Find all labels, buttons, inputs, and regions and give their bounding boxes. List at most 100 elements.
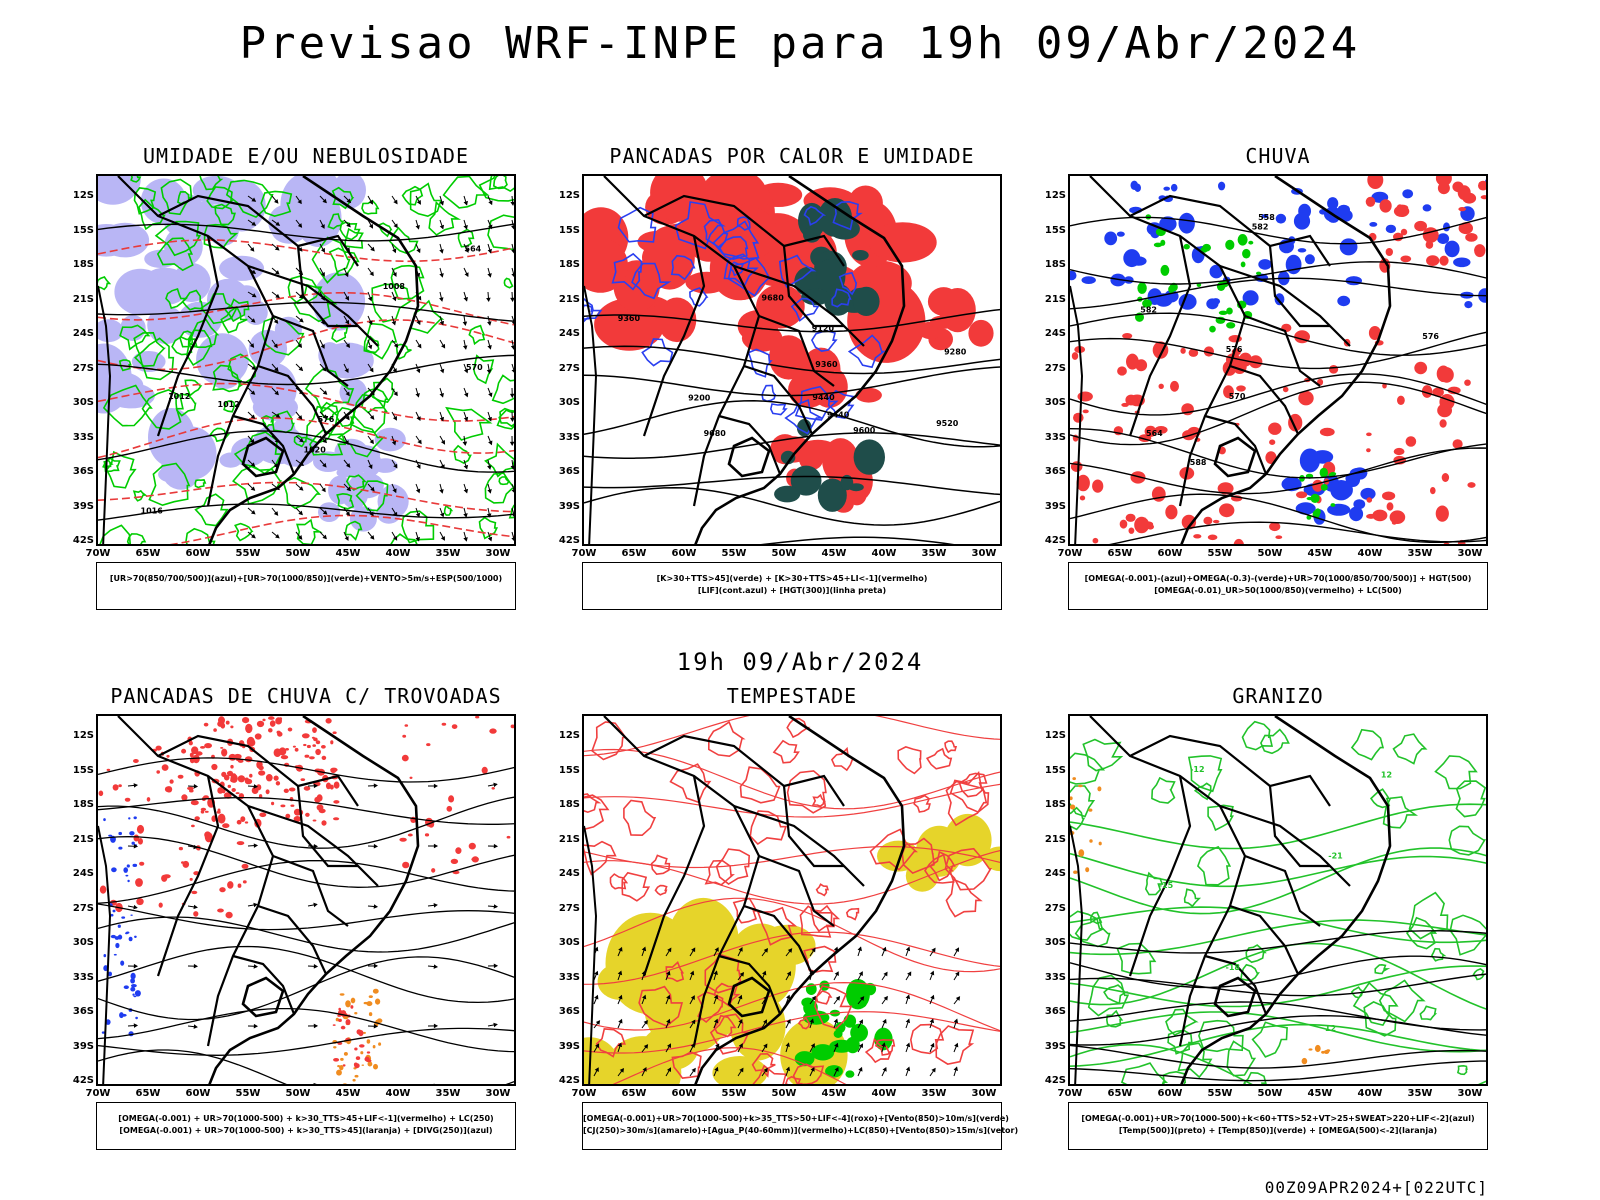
latitude-tick-label: 42S	[558, 535, 580, 546]
longitude-tick-label: 30W	[1457, 1088, 1483, 1099]
map-graphic: -12 -15 -18 -21 12 12	[1070, 716, 1486, 1084]
longitude-tick-label: 60W	[1157, 548, 1183, 559]
panel-legend: [OMEGA(-0.001)+UR>70(1000-500)+k<60+TTS>…	[1068, 1102, 1488, 1150]
latitude-tick-label: 24S	[72, 328, 94, 339]
weather-map: -12 -15 -18 -21 12 12	[1068, 714, 1488, 1086]
latitude-tick-label: 27S	[1044, 362, 1066, 374]
contour-label: 9440	[827, 410, 850, 419]
contour-label: 576	[318, 415, 335, 424]
thunderstorm-area	[399, 716, 514, 875]
contour-label: 576	[1422, 332, 1439, 341]
longitude-tick-label: 60W	[185, 548, 211, 559]
longitude-tick-label: 55W	[721, 1088, 747, 1099]
map-graphic: 588 582 576 570 564 558 576 582	[1070, 176, 1486, 544]
map-panel-heat-humidity-showers: PANCADAS POR CALOR E UMIDADE 12S 15S 18S 21S…	[486, 144, 1002, 634]
longitude-tick-label: 35W	[921, 548, 947, 559]
latitude-tick-label: 18S	[1044, 259, 1066, 270]
longitude-tick-label: 65W	[1107, 1088, 1133, 1099]
latitude-tick-label: 33S	[558, 431, 580, 443]
latitude-tick-label: 36S	[72, 1006, 94, 1017]
longitude-tick-label: 55W	[235, 548, 261, 559]
political-borders	[584, 176, 906, 544]
longitude-tick-label: 35W	[435, 1088, 461, 1099]
legend-line: [UR>70(850/700/500)](azul)+[UR>70(1000/8…	[109, 574, 503, 583]
latitude-tick-label: 33S	[72, 971, 94, 983]
latitude-tick-label: 21S	[558, 833, 580, 845]
panel-title: PANCADAS POR CALOR E UMIDADE	[609, 144, 975, 168]
contour-label: 1012	[218, 400, 240, 409]
latitude-tick-label: 21S	[72, 833, 94, 845]
contour-label: 1016	[141, 507, 164, 516]
latitude-tick-label: 18S	[1044, 799, 1066, 810]
latitude-tick-label: 39S	[558, 500, 580, 512]
latitude-tick-label: 30S	[72, 937, 94, 948]
latitude-tick-label: 12S	[1044, 730, 1066, 741]
map-panel-thunderstorm-showers: PANCADAS DE CHUVA C/ TROVOADAS 12S 15S 18S 2…	[0, 684, 516, 1174]
contour-label: -18	[1226, 963, 1241, 972]
panel-legend: [K>30+TTS>45](verde) + [K>30+TTS>45+LI<-…	[582, 562, 1002, 610]
map-graphic	[584, 716, 1000, 1084]
longitude-tick-label: 55W	[721, 548, 747, 559]
latitude-tick-label: 30S	[1044, 937, 1066, 948]
longitude-tick-label: 35W	[1407, 1088, 1433, 1099]
strong-omega-area	[1301, 1044, 1331, 1065]
latitude-tick-label: 27S	[1044, 902, 1066, 914]
latitude-tick-label: 30S	[1044, 397, 1066, 408]
contour-label: 9360	[618, 314, 641, 323]
latitude-tick-label: 12S	[72, 190, 94, 201]
map-panel-storm: TEMPESTADE 12S 15S 18S 21S 24S 27S 30S 33S 36S 39S…	[486, 684, 1018, 1174]
longitude-tick-label: 30W	[971, 548, 997, 559]
longitude-tick-label: 35W	[1407, 548, 1433, 559]
contour-label: 582	[1252, 223, 1269, 232]
latitude-tick-label: 15S	[72, 224, 94, 236]
contour-label: 1012	[168, 392, 190, 401]
latitude-tick-label: 42S	[72, 1075, 94, 1086]
instability-green-area	[774, 419, 885, 512]
latitude-tick-label: 36S	[558, 1006, 580, 1017]
legend-line: [OMEGA(-0.001) + UR>70(1000-500) + k>30_…	[118, 1114, 494, 1123]
contour-label: 564	[465, 244, 482, 253]
latitude-tick-label: 21S	[1044, 293, 1066, 305]
latitude-tick-label: 15S	[1044, 764, 1066, 776]
latitude-tick-label: 42S	[1044, 1075, 1066, 1086]
map-graphic	[98, 716, 514, 1084]
latitude-tick-label: 24S	[558, 868, 580, 879]
panel-legend: [OMEGA(-0.001)-(azul)+OMEGA(-0.3)-(verde…	[1068, 562, 1488, 610]
longitude-tick-label: 40W	[385, 1088, 411, 1099]
temperature-850-contours	[1070, 803, 1486, 1084]
latitude-tick-label: 36S	[1044, 466, 1066, 477]
latitude-tick-label: 12S	[72, 730, 94, 741]
longitude-tick-label: 70W	[85, 548, 111, 559]
geopotential-height-contours	[1070, 216, 1486, 544]
latitude-tick-label: 33S	[558, 971, 580, 983]
geopotential-height-contours	[584, 308, 1000, 544]
longitude-tick-label: 40W	[871, 1088, 897, 1099]
longitude-tick-label: 30W	[485, 1088, 511, 1099]
longitude-tick-label: 50W	[1257, 1088, 1283, 1099]
legend-line: [OMEGA(-0.001)+UR>70(1000-500)+k>35_TTS>…	[583, 1114, 1009, 1123]
latitude-tick-label: 42S	[558, 1075, 580, 1086]
thunderstorm-area	[332, 1005, 372, 1069]
contour-label: 9360	[815, 360, 838, 369]
strong-omega-area	[1135, 214, 1262, 333]
latitude-tick-label: 42S	[72, 535, 94, 546]
temperature-850-contours	[1070, 720, 1486, 1084]
political-borders	[98, 176, 420, 544]
contour-label: 564	[1146, 429, 1163, 438]
longitude-tick-label: 70W	[1057, 548, 1083, 559]
wind-vectors	[247, 195, 514, 542]
weather-map	[96, 714, 516, 1086]
rain-area	[1365, 176, 1486, 273]
longitude-tick-label: 55W	[1207, 1088, 1233, 1099]
streamlines	[98, 757, 514, 1084]
contour-label: 12	[1381, 771, 1392, 780]
latitude-tick-label: 39S	[558, 1040, 580, 1052]
strong-omega-area	[1070, 777, 1102, 874]
contour-label: 9280	[944, 348, 967, 357]
longitude-tick-label: 45W	[821, 548, 847, 559]
latitude-tick-label: 30S	[72, 397, 94, 408]
latitude-tick-label: 30S	[558, 937, 580, 948]
longitude-tick-label: 50W	[285, 1088, 311, 1099]
longitude-tick-label: 40W	[1357, 548, 1383, 559]
map-panel-rain: CHUVA 12S 15S 18S 21S 24S 27S 30S 33S 36S 39S 42S 70…	[972, 144, 1488, 634]
